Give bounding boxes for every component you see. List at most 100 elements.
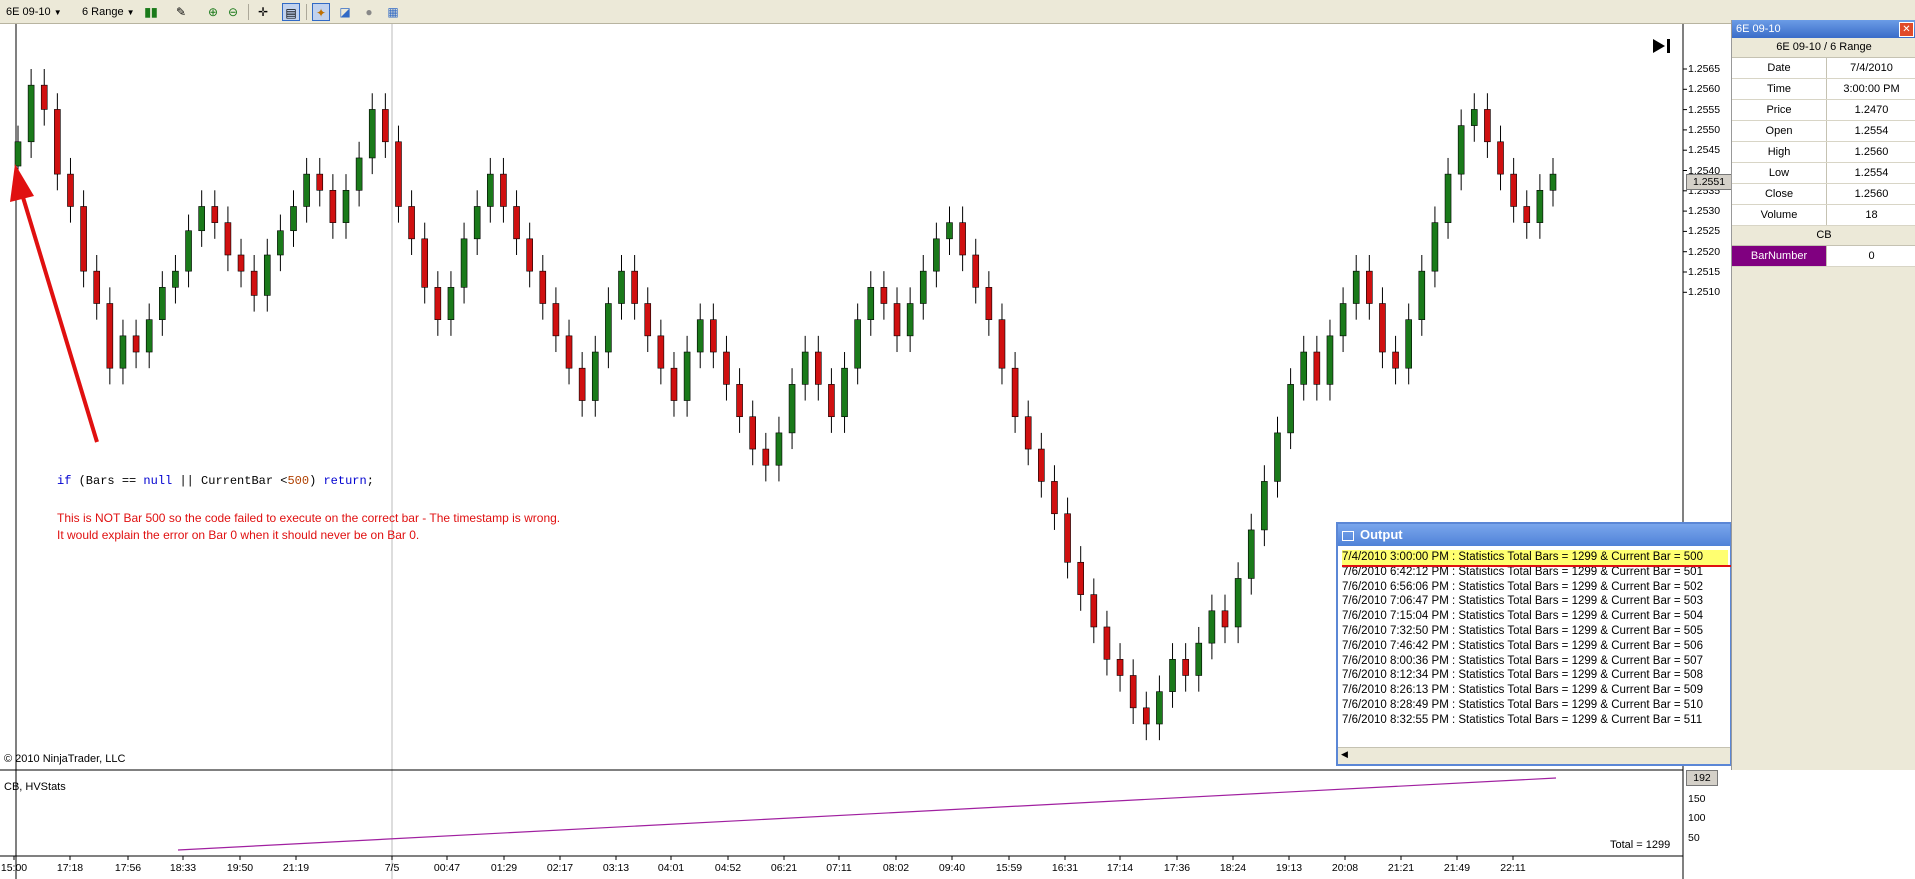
data-box-value: 0 — [1868, 250, 1875, 262]
time-axis-tick: 15:59 — [995, 862, 1023, 874]
data-box-key: Date — [1732, 58, 1827, 78]
candle-down — [762, 448, 770, 466]
output-line: 7/6/2010 8:28:49 PM : Statistics Total B… — [1342, 698, 1703, 711]
indicator-axis-tick: 100 — [1688, 812, 1706, 824]
candle-up — [473, 206, 481, 240]
candle-down — [526, 238, 533, 272]
time-axis-tick: 7/5 — [384, 862, 400, 874]
candle-down — [670, 367, 678, 401]
zoom-out-icon[interactable]: ⊖ — [227, 5, 239, 19]
data-box-value: 7/4/2010 — [1850, 62, 1893, 74]
data-box-row: Low 1.2554 — [1732, 163, 1915, 184]
candle-down — [710, 319, 717, 353]
candle-down — [644, 303, 652, 337]
go-to-end-icon[interactable] — [1651, 37, 1673, 55]
data-box-row: Open 1.2554 — [1732, 121, 1915, 142]
candle-up — [1208, 610, 1216, 644]
data-box-title-bar[interactable]: 6E 09-10 ✕ — [1732, 20, 1915, 38]
candle-down — [1064, 513, 1071, 563]
drawing-pencil-icon[interactable]: ✎ — [175, 5, 187, 19]
price-axis-tick: 1.2565 — [1688, 63, 1721, 75]
instrument-selector[interactable]: 6E 09-10 ▼ — [6, 3, 66, 21]
candle-down — [749, 416, 757, 450]
code-keyword-return: return — [323, 474, 367, 488]
time-axis-tick: 00:47 — [433, 862, 461, 874]
data-box-row: High 1.2560 — [1732, 142, 1915, 163]
close-icon[interactable]: ✕ — [1899, 22, 1914, 37]
price-axis-tick: 1.2515 — [1688, 266, 1721, 278]
candle-up — [185, 230, 192, 272]
code-semicolon: ; — [366, 474, 374, 488]
window-icon — [1342, 530, 1354, 541]
data-box-panel[interactable]: 6E 09-10 ✕ 6E 09-10 / 6 Range Date 7/4/20… — [1731, 20, 1915, 770]
candle-down — [1392, 351, 1399, 369]
circle-icon[interactable]: ● — [365, 5, 373, 19]
data-box-row: Date 7/4/2010 — [1732, 58, 1915, 79]
time-axis-tick: 15:00 — [0, 862, 28, 874]
crosshair-icon[interactable]: ✛ — [257, 5, 269, 19]
time-axis-tick: 21:49 — [1443, 862, 1471, 874]
candle-down — [1484, 109, 1491, 143]
annotation-line-1: This is NOT Bar 500 so the code failed t… — [57, 511, 561, 525]
candle-up — [1234, 578, 1242, 628]
candle-down — [998, 319, 1006, 369]
candle-down — [723, 351, 730, 385]
indicator-axis-tick: 150 — [1688, 793, 1706, 805]
time-axis-tick: 03:13 — [602, 862, 630, 874]
data-box-key: Price — [1732, 100, 1827, 120]
candle-up — [605, 303, 612, 353]
data-box-cb-label: CB — [1732, 226, 1915, 246]
chart-toolbar: 6E 09-10 ▼ 6 Range ▼ ▮▮ ✎ ⊕ ⊖ ✛ ▤ ✦ ◪ ● … — [0, 0, 1915, 24]
candle-down — [250, 270, 258, 296]
time-axis-tick: 20:08 — [1331, 862, 1359, 874]
annotation-arrow — [20, 193, 99, 443]
strategies-icon[interactable]: ✦ — [312, 3, 330, 21]
candle-up — [618, 270, 625, 304]
candle-down — [54, 109, 61, 175]
candle-down — [80, 206, 87, 272]
zoom-in-icon[interactable]: ⊕ — [207, 5, 219, 19]
chart-style-icon[interactable]: ▮▮ — [144, 5, 158, 19]
candle-up — [1470, 109, 1478, 126]
price-axis-tick: 1.2540 — [1688, 164, 1721, 177]
data-box-row: Time 3:00:00 PM — [1732, 79, 1915, 100]
time-axis-tick: 06:21 — [770, 862, 798, 874]
output-text-area[interactable]: 7/4/2010 3:00:00 PM : Statistics Total B… — [1338, 546, 1732, 728]
candle-up — [1444, 173, 1452, 223]
horizontal-scrollbar[interactable]: ◀ — [1338, 747, 1730, 764]
candle-down — [329, 189, 337, 223]
candle-down — [408, 206, 415, 240]
candle-down — [972, 254, 980, 288]
candle-down — [1221, 610, 1229, 628]
time-axis-tick: 21:19 — [282, 862, 310, 874]
period-selector[interactable]: 6 Range ▼ — [82, 3, 138, 21]
candle-down — [1313, 351, 1321, 385]
time-axis-tick: 09:40 — [938, 862, 966, 874]
price-axis-tick: 1.2510 — [1688, 286, 1721, 299]
candle-down — [1077, 561, 1084, 595]
output-line: 7/4/2010 3:00:00 PM : Statistics Total B… — [1342, 550, 1728, 565]
candle-up — [919, 270, 927, 304]
candle-up — [119, 335, 127, 369]
chevron-down-icon: ▼ — [126, 8, 135, 17]
output-title-bar[interactable]: Output — [1338, 524, 1730, 546]
output-title: Output — [1360, 527, 1403, 542]
candle-up — [303, 173, 310, 207]
code-text: CurrentBar < — [201, 474, 288, 488]
output-window[interactable]: Output 7/4/2010 3:00:00 PM : Statistics … — [1336, 522, 1732, 766]
data-box-icon[interactable]: ▤ — [282, 3, 300, 21]
candle-up — [946, 222, 953, 240]
output-line: 7/6/2010 6:42:12 PM : Statistics Total B… — [1342, 565, 1703, 578]
price-chart[interactable] — [0, 24, 1731, 879]
price-axis-tick: 1.2560 — [1688, 83, 1721, 96]
time-axis-tick: 04:01 — [657, 862, 685, 874]
price-axis-tick: 1.2525 — [1688, 225, 1721, 238]
candle-up — [775, 432, 783, 466]
indicators-icon[interactable]: ◪ — [339, 5, 351, 19]
candle-up — [447, 287, 455, 320]
candle-up — [263, 254, 271, 296]
price-axis-tick: 1.2530 — [1688, 205, 1721, 218]
data-box-row-barnumber: BarNumber 0 — [1732, 246, 1915, 267]
properties-icon[interactable]: ▦ — [387, 5, 399, 19]
candle-up — [933, 238, 940, 272]
